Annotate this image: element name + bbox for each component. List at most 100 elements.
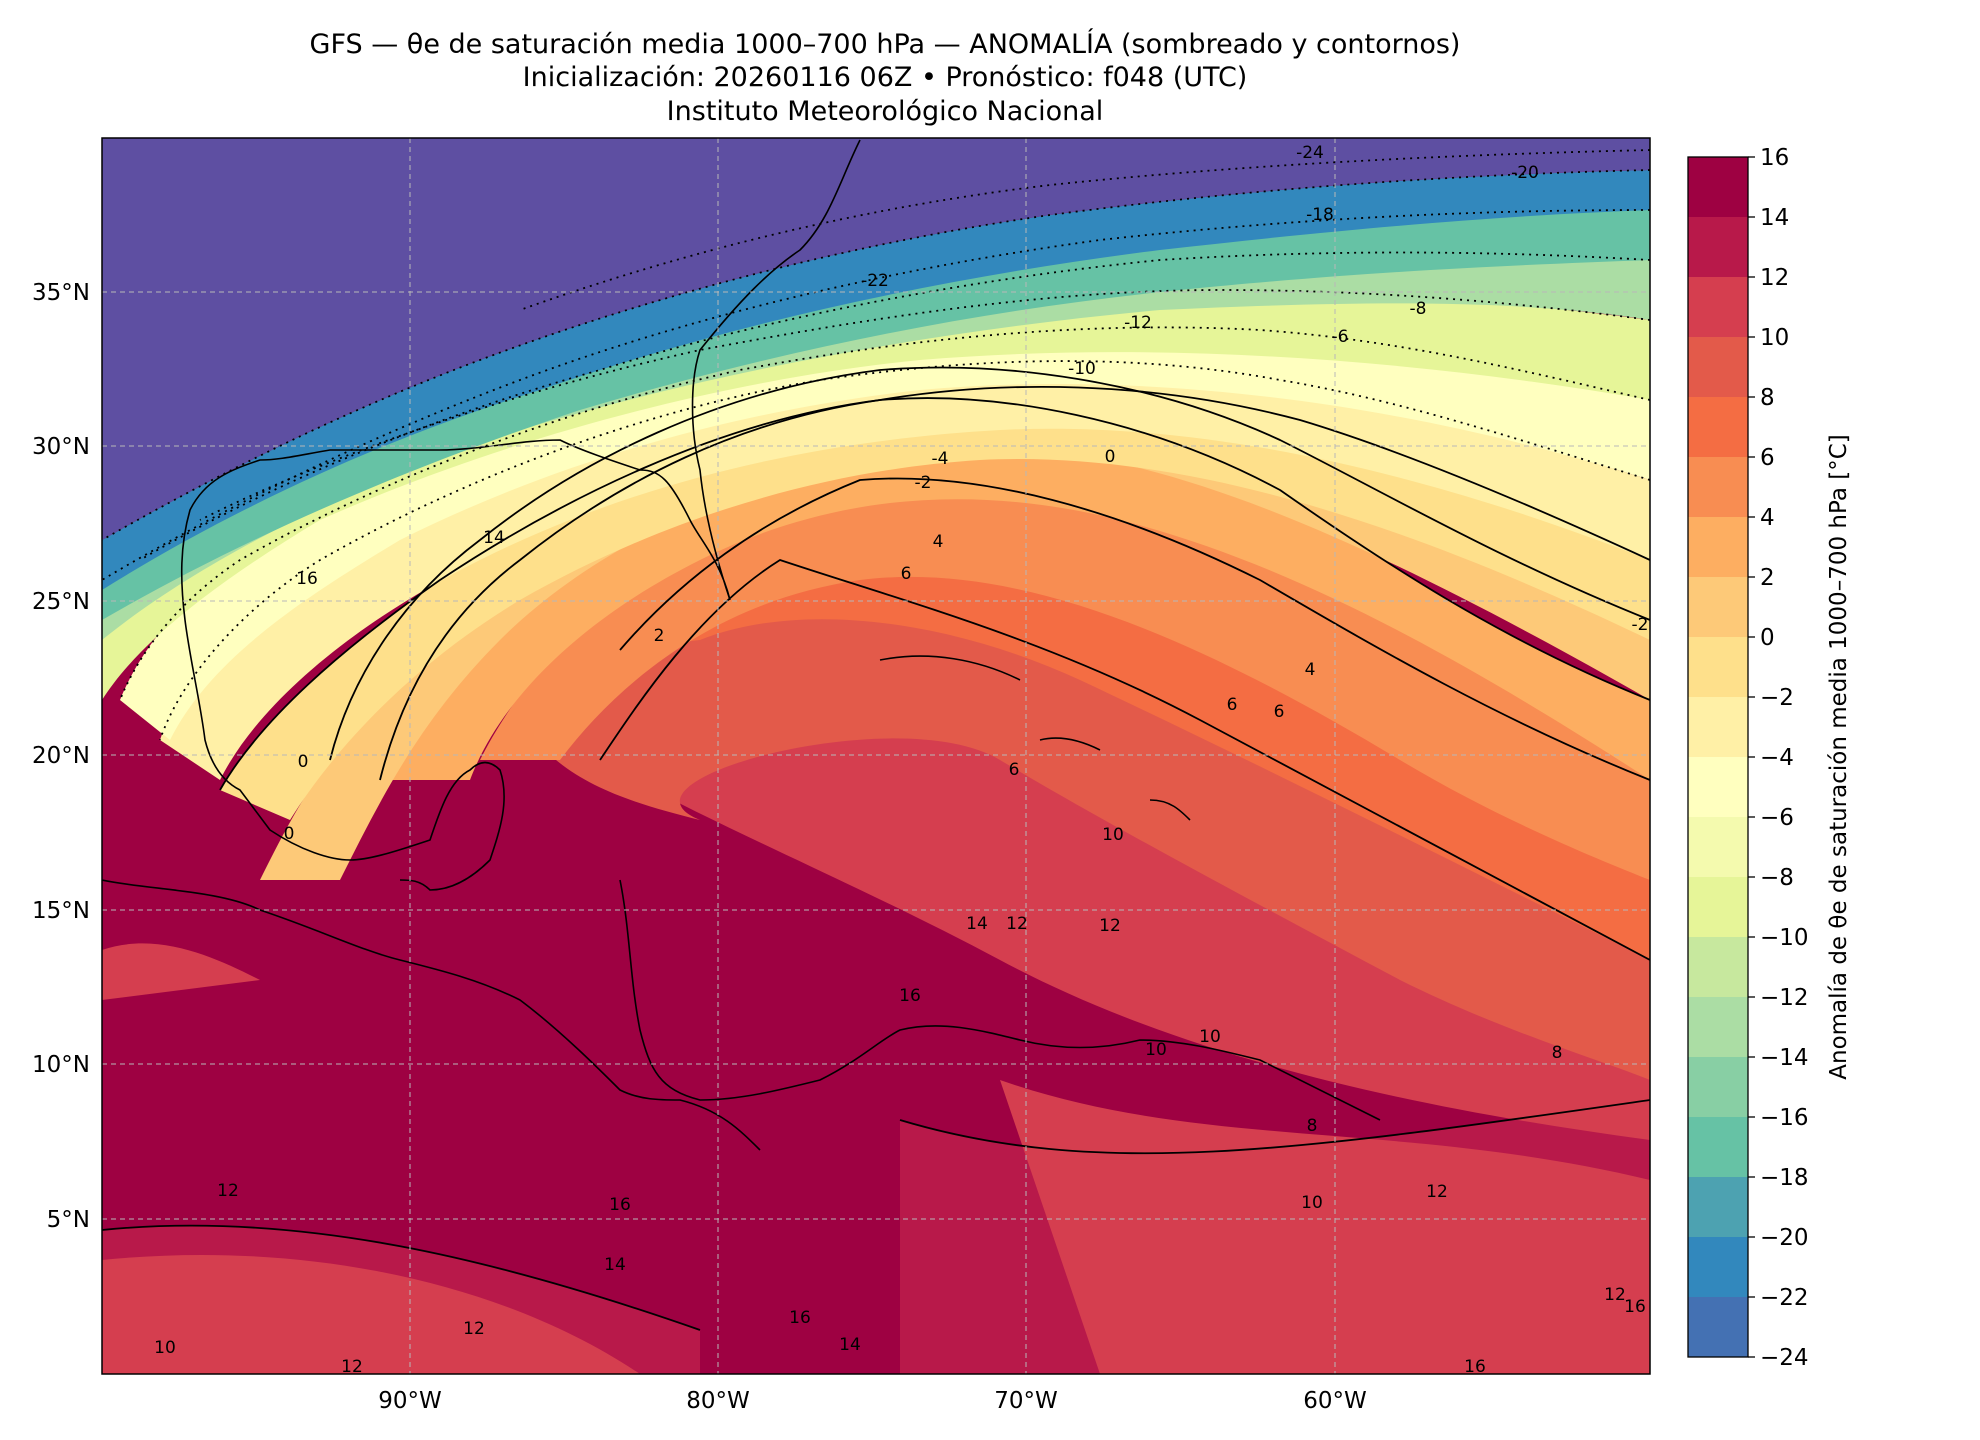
contour-4	[379, 397, 1650, 781]
field-band-12	[102, 943, 1650, 1374]
title-line-2: Inicialización: 20260116 06Z • Pronóstic…	[522, 62, 1248, 93]
contour-label: 2	[654, 626, 665, 646]
lon-tick-label: 60°W	[1303, 1388, 1367, 1414]
colorbar-cell	[1688, 937, 1748, 998]
contour-label: 0	[298, 752, 309, 772]
colorbar-tick-label: −24	[1760, 1345, 1809, 1371]
contour-label: 14	[604, 1255, 626, 1275]
colorbar-cells	[1688, 157, 1748, 1358]
lon-tick-label: 80°W	[686, 1388, 750, 1414]
contour-label: 10	[1199, 1027, 1221, 1047]
colorbar-tick-label: −10	[1760, 925, 1809, 951]
contour-label: 16	[296, 569, 318, 589]
contour-label: 10	[154, 1338, 176, 1358]
contour-label: 6	[901, 564, 912, 584]
contour-label: 0	[284, 824, 295, 844]
colorbar-tick-label: 0	[1760, 625, 1775, 651]
contour-label: 16	[1624, 1297, 1646, 1317]
contour-label: 4	[1305, 660, 1316, 680]
contour-14	[102, 1224, 701, 1331]
colorbar: 16 14 12 10 8 6 4 2 0 −2 −4 −6 −8 −10 −12 −14 −16 −18 −20 −…	[1687, 145, 1852, 1371]
colorbar-cell	[1688, 397, 1748, 458]
colorbar-cell	[1688, 157, 1748, 218]
colorbar-tick-label: 10	[1760, 325, 1789, 351]
colorbar-tick-label: −14	[1760, 1045, 1809, 1071]
contour-label: 12	[341, 1357, 363, 1377]
colorbar-cell	[1688, 217, 1748, 278]
colorbar-tick-label: 6	[1760, 445, 1775, 471]
colorbar-cell	[1688, 337, 1748, 398]
contour-label: 12	[1426, 1182, 1448, 1202]
gridlines	[102, 138, 1650, 1374]
contour-label: 6	[1009, 760, 1020, 780]
contour-label: 14	[483, 528, 505, 548]
lat-tick-label: 35°N	[32, 280, 90, 306]
contour-label: 12	[1006, 914, 1028, 934]
contour-label: -24	[1296, 143, 1324, 163]
contour-label: 12	[463, 1319, 485, 1339]
field-band-6	[480, 438, 1650, 880]
contour-label: -18	[1306, 205, 1334, 225]
colorbar-cell	[1688, 757, 1748, 818]
colorbar-tick-label: 12	[1760, 265, 1789, 291]
contour-label: 6	[1274, 702, 1285, 722]
colorbar-tick-label: 14	[1760, 205, 1789, 231]
lat-tick-label: 25°N	[32, 589, 90, 615]
colorbar-tick-label: −16	[1760, 1105, 1809, 1131]
anomaly-field	[102, 138, 1650, 1374]
colorbar-cell	[1688, 1237, 1748, 1298]
map-panel: -24 -20 -18 -22 -12 -10 -8 -6 0 -4 -2 14…	[32, 137, 1651, 1414]
colorbar-cell	[1688, 997, 1748, 1058]
lat-tick-label: 15°N	[32, 898, 90, 924]
colorbar-tick-label: 2	[1760, 565, 1775, 591]
contour-labels: -24 -20 -18 -22 -12 -10 -8 -6 0 -4 -2 14…	[154, 143, 1648, 1377]
contour-label: 12	[1604, 1285, 1626, 1305]
lon-tick-label: 90°W	[378, 1388, 442, 1414]
contour-label: 14	[839, 1335, 861, 1355]
contour-label: 16	[789, 1308, 811, 1328]
colorbar-cell	[1688, 637, 1748, 698]
contour-label: -2	[915, 473, 932, 493]
title-line-3: Instituto Meteorológico Nacional	[666, 96, 1104, 127]
colorbar-tick-label: −8	[1760, 865, 1794, 891]
lat-tick-label: 20°N	[32, 743, 90, 769]
colorbar-cell	[1688, 1117, 1748, 1178]
contour-label: -22	[861, 271, 889, 291]
contour-label: 10	[1102, 825, 1124, 845]
map-frame	[101, 137, 1651, 1375]
coastline-north-america	[180, 139, 861, 891]
contour-m12	[139, 251, 1650, 561]
colorbar-tick-label: 4	[1760, 505, 1775, 531]
contour-label: -12	[1124, 313, 1152, 333]
coastline-caribbean-islands	[879, 655, 1191, 821]
field-band-10	[520, 520, 1650, 1080]
contour-label: 6	[1227, 695, 1238, 715]
colorbar-cell	[1688, 577, 1748, 638]
contour-lines	[102, 366, 1650, 1331]
contour-label: 12	[217, 1181, 239, 1201]
contour-label: 16	[609, 1195, 631, 1215]
contour-label: 8	[1307, 1116, 1318, 1136]
colorbar-ticks: 16 14 12 10 8 6 4 2 0 −2 −4 −6 −8 −10 −12 −14 −16 −18 −20 −…	[1748, 145, 1809, 1371]
title-line-1: GFS — θe de saturación media 1000–700 hP…	[309, 29, 1461, 60]
colorbar-tick-label: 8	[1760, 385, 1775, 411]
colorbar-cell	[1688, 277, 1748, 338]
contour-label: 0	[1105, 447, 1116, 467]
colorbar-cell	[1688, 817, 1748, 878]
contour-label: -2	[1632, 615, 1649, 635]
coastlines	[102, 139, 1381, 1151]
contour-8	[619, 477, 1650, 781]
colorbar-tick-label: −2	[1760, 685, 1794, 711]
colorbar-cell	[1688, 1297, 1748, 1358]
colorbar-tick-label: −12	[1760, 985, 1809, 1011]
contour-label: 12	[1099, 916, 1121, 936]
colorbar-label: Anomalía de θe de saturación media 1000–…	[1826, 434, 1852, 1079]
contour-label: 10	[1301, 1193, 1323, 1213]
field-band-m8	[102, 290, 1650, 700]
contour-label: 16	[899, 986, 921, 1006]
negative-contours	[102, 149, 1650, 741]
field-band-8	[620, 478, 1650, 960]
contour-12	[599, 559, 1650, 961]
contour-16	[899, 1099, 1650, 1155]
